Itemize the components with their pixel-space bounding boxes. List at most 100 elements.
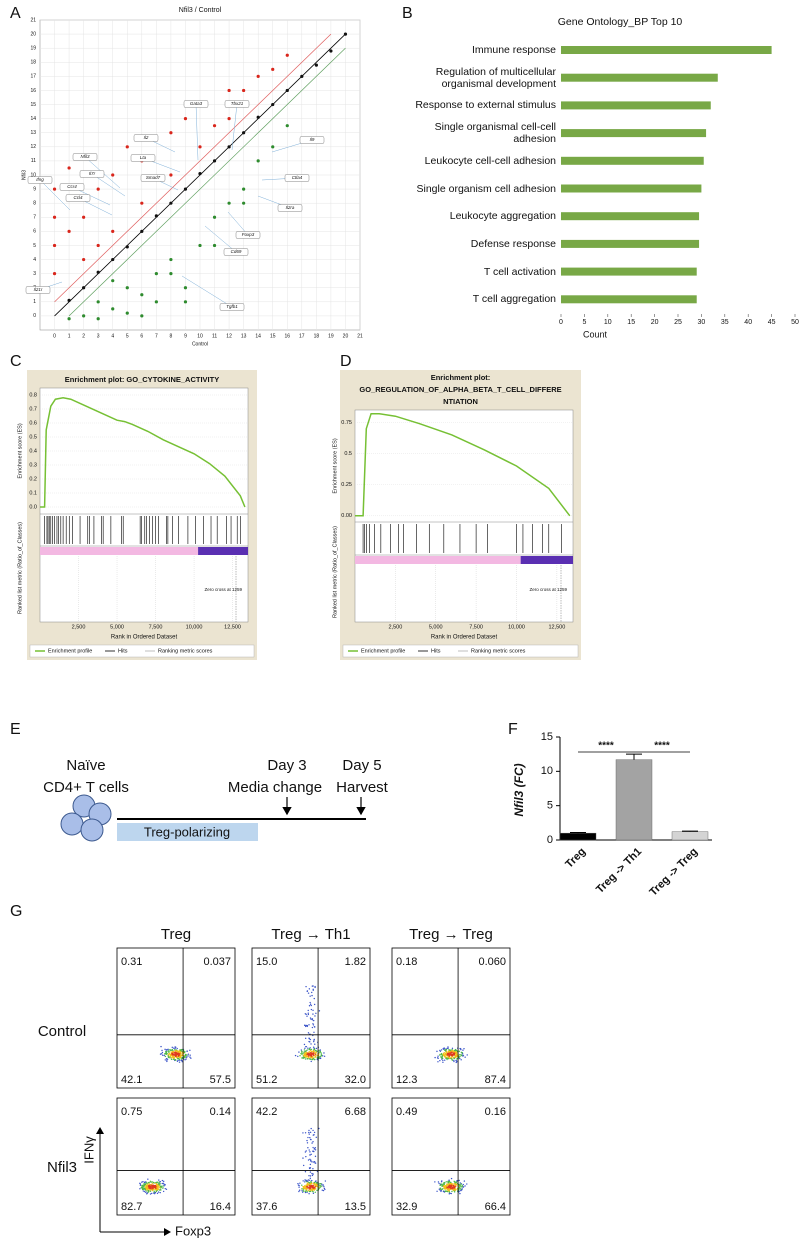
annotation-label: Ccl4 (73, 195, 82, 200)
event-dot (183, 1051, 186, 1054)
annotation-label: Gata3 (190, 101, 203, 106)
event-dot (321, 1185, 323, 1187)
x-tick-label: 15 (627, 319, 635, 326)
event-dot (308, 1149, 310, 1151)
data-point (125, 311, 129, 315)
event-dot (436, 1050, 438, 1053)
x-tick-label: 17 (299, 333, 305, 339)
legend-label: Ranking metric scores (158, 648, 213, 654)
event-dot (303, 1043, 306, 1046)
event-dot (437, 1181, 440, 1183)
event-dot (456, 1183, 458, 1186)
event-dot (312, 1013, 314, 1015)
event-dot (441, 1057, 444, 1060)
event-dot (314, 1043, 316, 1045)
event-dot (181, 1060, 183, 1062)
annotation-label: Cd69 (231, 249, 242, 254)
event-dot (144, 1185, 146, 1187)
event-dot (314, 1191, 316, 1193)
annotation-box (72, 153, 98, 161)
event-dot (308, 1193, 310, 1195)
event-dot (305, 1013, 307, 1016)
event-dot (315, 1012, 317, 1015)
event-dot (320, 1052, 322, 1054)
x-tick-label: 50 (791, 319, 799, 326)
event-dot (310, 1060, 312, 1063)
event-dot (306, 1182, 309, 1184)
x-tick-label: 9 (184, 333, 187, 339)
event-dot (447, 1189, 450, 1192)
event-dot (453, 1187, 455, 1190)
data-point (96, 270, 100, 274)
category-label-box: Leukocyte cell-cell adhesion (425, 155, 556, 167)
event-dot (299, 1182, 301, 1184)
bar (561, 212, 700, 221)
event-dot (456, 1058, 458, 1060)
event-dot (310, 1160, 312, 1162)
event-dot (307, 992, 310, 994)
event-dot (307, 1159, 310, 1161)
event-dot (314, 1187, 317, 1190)
event-dot (151, 1181, 153, 1183)
event-dot (309, 1190, 312, 1193)
event-dot (461, 1054, 463, 1057)
data-point (256, 115, 260, 119)
y-axis-label: IFNγ (81, 1136, 96, 1164)
event-dot (302, 1052, 304, 1055)
y-tick-label: 21 (30, 17, 36, 23)
event-dot (446, 1058, 448, 1061)
event-dot (315, 1047, 318, 1050)
event-dot (312, 1184, 314, 1186)
event-dot (312, 1146, 314, 1149)
event-dot (448, 1049, 451, 1051)
event-dot (176, 1047, 178, 1050)
event-dot (180, 1058, 183, 1060)
y-tick-label: 20 (30, 31, 36, 37)
event-dot (455, 1056, 457, 1058)
event-dot (139, 1184, 142, 1186)
x-tick-label: 5 (126, 333, 129, 339)
event-dot (175, 1053, 178, 1056)
annotation-label: Ccr4 (67, 184, 77, 189)
event-dot (314, 1056, 317, 1058)
event-dot (169, 1048, 171, 1051)
event-dot (177, 1053, 179, 1056)
quadrant-value: 87.4 (485, 1074, 506, 1086)
event-dot (312, 1023, 314, 1025)
event-dot (153, 1185, 155, 1187)
y-axis-label: Enrichment score (ES) (332, 438, 338, 493)
event-dot (176, 1056, 178, 1058)
y-tick-label: 5 (547, 800, 553, 812)
event-dot (155, 1183, 158, 1185)
event-dot (310, 1048, 313, 1051)
event-dot (149, 1189, 151, 1191)
event-dot (304, 1047, 306, 1049)
label: Media change (228, 779, 322, 796)
x-tick-label: 7,500 (149, 624, 163, 630)
legend-box (29, 644, 255, 658)
event-dot (146, 1182, 148, 1184)
event-dot (149, 1193, 152, 1195)
event-dot (442, 1184, 444, 1186)
event-dot (319, 1185, 322, 1187)
event-dot (308, 1051, 310, 1054)
event-dot (155, 1181, 157, 1184)
event-dot (163, 1183, 165, 1185)
event-dot (464, 1185, 466, 1187)
event-dot (159, 1189, 162, 1191)
category-label: Leukocyte aggregation (449, 210, 556, 223)
event-dot (169, 1055, 171, 1058)
event-dot (315, 1136, 317, 1139)
event-dot (153, 1192, 156, 1195)
y-tick-label: 13 (30, 130, 36, 136)
event-dot (156, 1181, 158, 1184)
legend-label: Enrichment profile (48, 648, 92, 654)
event-dot (459, 1185, 462, 1187)
event-dot (314, 1015, 316, 1017)
event-dot (184, 1059, 186, 1061)
event-dot (440, 1056, 442, 1058)
category-label: T cell aggregation (472, 293, 556, 306)
quadrant-value: 42.1 (121, 1074, 142, 1086)
event-dot (310, 1127, 312, 1130)
event-dot (308, 1037, 310, 1039)
